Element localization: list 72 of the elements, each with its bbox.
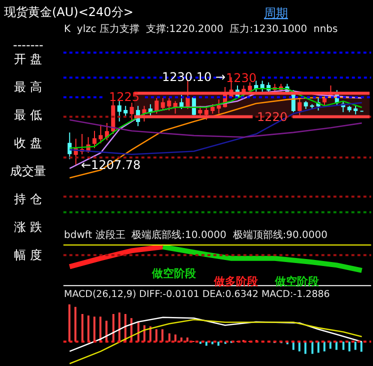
chart-title: bdwft 波段王 极端底部线:10.0000 极端顶部线:90.0000 (64, 229, 328, 241)
text: 开 盘 (14, 52, 42, 66)
candlestick (142, 105, 146, 122)
candlestick (216, 99, 221, 114)
candlestick (198, 105, 202, 116)
candlestick (124, 105, 128, 118)
text: 收 盘 (14, 136, 42, 150)
bar (93, 316, 96, 342)
bar (317, 342, 320, 353)
bar (298, 342, 300, 352)
bar (186, 338, 188, 342)
candlestick (180, 94, 184, 110)
candlestick (167, 97, 172, 112)
candlestick (173, 100, 178, 114)
bar (155, 329, 158, 342)
candlestick (130, 102, 134, 122)
bar (211, 342, 214, 344)
bar (205, 342, 208, 346)
bar (323, 342, 326, 352)
candlestick (160, 97, 165, 112)
text: ------- (13, 38, 44, 52)
bar (304, 342, 306, 354)
annotation: 1230.10 → (162, 70, 226, 84)
chart-title: MACD(26,12,9) DIFF:-0.0101 DEA:0.6342 MACD:-1.2886 (64, 289, 330, 300)
text: 成交量 (10, 164, 46, 178)
candlestick (298, 97, 302, 116)
bar (311, 342, 314, 354)
text: 现货黄金(AU)<240分> (4, 5, 134, 19)
text: 幅 度 (14, 248, 42, 262)
annotation: 做多阶段 (213, 275, 259, 288)
ref-line-label: 1225 (109, 90, 140, 104)
bar (87, 316, 90, 342)
candlestick (104, 122, 109, 141)
bar (348, 342, 350, 352)
candlestick (347, 105, 352, 113)
bar (68, 304, 70, 342)
bar (74, 306, 76, 342)
candlestick (322, 96, 327, 106)
candlestick (92, 130, 97, 149)
bar (174, 334, 176, 342)
bar (180, 338, 182, 342)
annotation: 做空阶段 (151, 267, 197, 280)
candlestick (186, 80, 190, 110)
text: 最 低 (14, 108, 42, 122)
candlestick (248, 82, 252, 92)
text: 涨 跌 (14, 220, 42, 234)
bar (118, 312, 120, 342)
band-label: 1220 (257, 110, 288, 124)
text: 最 高 (14, 80, 42, 94)
bar (354, 342, 356, 350)
candlestick (74, 138, 78, 166)
candlestick (154, 97, 159, 114)
candlestick (98, 124, 103, 144)
candlestick (304, 100, 308, 110)
bar (217, 342, 220, 346)
bar (329, 342, 332, 349)
bar (161, 329, 164, 342)
candlestick (204, 105, 208, 120)
candlestick (354, 105, 358, 115)
candlestick (117, 100, 122, 122)
bar (168, 333, 170, 342)
annotation: 做空阶段 (274, 275, 320, 288)
ref-line-label: 1230 (226, 71, 257, 85)
text: 周期 (264, 6, 288, 20)
chart-title: K ylzc 压力支撑 支撑:1220.2000 压力:1230.1000 nnbs (64, 23, 338, 35)
candlestick (260, 80, 264, 92)
candlestick (210, 104, 215, 114)
bar (342, 342, 344, 350)
bar (335, 342, 338, 350)
bar (81, 314, 84, 342)
bar (360, 342, 362, 352)
text: 持 仓 (14, 192, 42, 206)
